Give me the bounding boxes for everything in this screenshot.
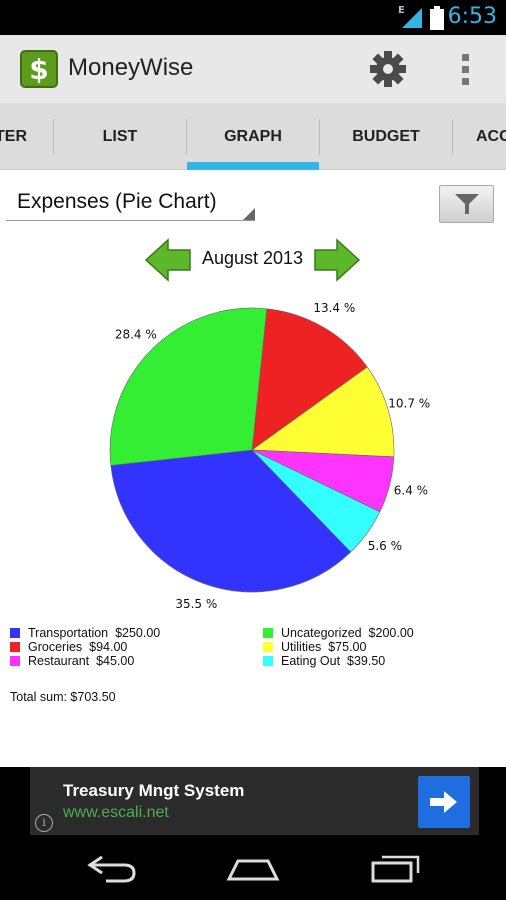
period-navigator: August 2013 [0, 236, 506, 284]
filter-button[interactable] [439, 185, 494, 223]
tab-divider [452, 119, 453, 155]
legend-swatch [10, 628, 20, 638]
legend-label: Transportation $250.00 [28, 626, 161, 640]
overflow-menu-icon[interactable] [456, 52, 476, 86]
chart-type-spinner[interactable]: Expenses (Pie Chart) [6, 185, 255, 221]
right-arrow-icon[interactable] [313, 236, 361, 284]
ad-url[interactable]: www.escali.net [63, 804, 169, 821]
legend-label: Utilities $75.00 [281, 640, 367, 654]
pie-slice-utilities [251, 366, 395, 458]
battery-icon [430, 6, 444, 30]
pie-percent-label: 10.7 % [388, 396, 430, 410]
app-logo-glyph: $ [29, 53, 49, 86]
pie-percent-label: 5.6 % [368, 539, 402, 553]
legend-item: Restaurant $45.00 [10, 654, 134, 668]
period-label: August 2013 [201, 248, 304, 268]
left-arrow-icon[interactable] [144, 236, 192, 284]
legend-label: Uncategorized $200.00 [281, 626, 414, 640]
legend-item: Utilities $75.00 [263, 640, 366, 654]
ad-info-icon[interactable]: i [35, 814, 53, 832]
arrow-right-icon [430, 791, 457, 813]
pie-percent-label: 35.5 % [175, 597, 217, 611]
ad-content[interactable]: Treasury Mngt System www.escali.net [30, 767, 479, 835]
pie-percent-label: 6.4 % [394, 483, 428, 497]
gear-icon[interactable] [369, 50, 407, 88]
pie-slice-groceries [251, 308, 368, 451]
pie-percent-label: 13.4 % [313, 301, 355, 315]
tab-divider [53, 119, 54, 155]
graph-content: Expenses (Pie Chart) August 2013 13.4 % 1… [0, 170, 506, 767]
back-icon[interactable] [86, 849, 138, 885]
system-nav-bar [0, 835, 506, 900]
ad-go-button[interactable] [418, 776, 470, 828]
legend-swatch [263, 642, 273, 652]
tab-list[interactable]: LIST [102, 128, 138, 145]
pie-slice-uncategorized [109, 307, 268, 466]
tab-budget[interactable]: BUDGET [352, 128, 420, 145]
network-type: E [398, 5, 405, 16]
legend-label: Groceries $94.00 [28, 640, 128, 654]
legend-swatch [263, 656, 273, 666]
filter-icon [455, 194, 479, 214]
chart-type-label: Expenses (Pie Chart) [17, 190, 217, 213]
legend-swatch [10, 642, 20, 652]
home-icon[interactable] [226, 849, 280, 885]
status-time: 6:53 [447, 4, 497, 29]
ad-title[interactable]: Treasury Mngt System [63, 781, 245, 800]
legend-swatch [10, 656, 20, 666]
tab-graph[interactable]: GRAPH [224, 128, 282, 145]
legend-label: Restaurant $45.00 [28, 654, 135, 668]
pie-percent-label: 28.4 % [115, 327, 157, 341]
legend-item: Groceries $94.00 [10, 640, 127, 654]
legend-item: Uncategorized $200.00 [263, 626, 414, 640]
app-logo[interactable]: $ [20, 50, 58, 88]
active-tab-indicator [187, 162, 319, 170]
pie-slice-transportation [110, 449, 352, 593]
recent-apps-icon[interactable] [370, 849, 422, 885]
tab-accounts[interactable]: ACC [476, 128, 506, 145]
app-title: MoneyWise [68, 54, 194, 81]
expense-pie-chart: 13.4 % 10.7 % 6.4 % 5.6 % 35.5 % 28.4 % [109, 301, 430, 611]
tab-bar: TER LIST GRAPH BUDGET ACC [0, 103, 506, 170]
legend-item: Eating Out $39.50 [263, 654, 385, 668]
legend-item: Transportation $250.00 [10, 626, 160, 640]
legend-swatch [263, 628, 273, 638]
total-sum: Total sum: $703.50 [10, 690, 116, 704]
ad-banner[interactable]: Treasury Mngt System www.escali.net i [0, 767, 506, 835]
tab-divider [319, 119, 320, 155]
tab-divider [186, 119, 187, 155]
legend-label: Eating Out $39.50 [281, 654, 386, 668]
action-bar: $ MoneyWise [0, 35, 506, 103]
dropdown-triangle-icon [243, 208, 255, 220]
status-bar: E 6:53 [0, 0, 506, 35]
signal-icon [402, 8, 422, 28]
tab-filter[interactable]: TER [0, 128, 27, 145]
